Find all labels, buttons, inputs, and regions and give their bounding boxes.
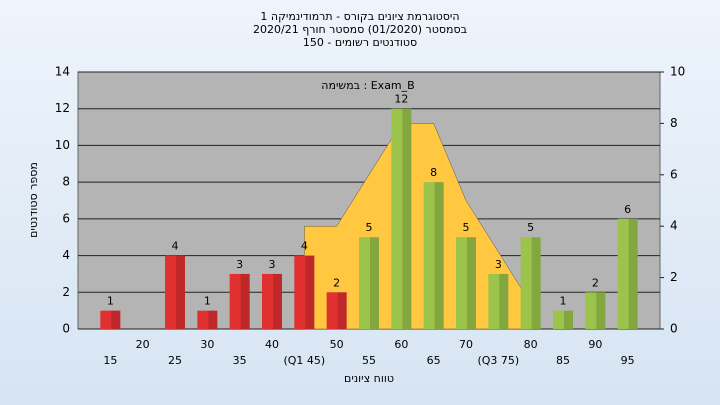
y2-tick-label: 8 (670, 116, 678, 130)
bar-shade (499, 273, 509, 329)
x-tick-label: 35 (233, 354, 247, 367)
data-label: 1 (204, 295, 211, 308)
bar (520, 237, 541, 329)
y2-tick-label: 6 (670, 167, 678, 181)
bar-shade (111, 310, 121, 329)
bar (229, 273, 250, 329)
data-label: 4 (301, 240, 308, 253)
data-label: 12 (394, 93, 408, 106)
bar (391, 108, 412, 329)
data-label: 3 (269, 258, 276, 271)
x-tick-label: 95 (621, 354, 635, 367)
x-tick-label: 40 (265, 338, 279, 351)
bar (553, 310, 573, 329)
data-label: 3 (236, 258, 243, 271)
annotation: במשימה : Exam_B (321, 79, 414, 92)
bar (100, 310, 121, 329)
x-tick-label: 55 (362, 354, 376, 367)
bar (423, 182, 444, 329)
bar-shade (208, 310, 218, 329)
bar (585, 292, 606, 329)
bar-shade (240, 273, 250, 329)
x-tick-label: (Q3 75) (477, 354, 519, 367)
y-tick-label: 8 (62, 175, 70, 189)
bar-shade (273, 273, 282, 329)
data-label: 6 (624, 203, 631, 216)
bar-shade (531, 237, 541, 329)
x-tick-label: 80 (524, 338, 538, 351)
x-tick-label: 50 (330, 338, 344, 351)
bar (197, 310, 218, 329)
y-tick-label: 12 (55, 101, 70, 115)
y-tick-label: 6 (62, 211, 70, 225)
data-label: 5 (527, 221, 534, 234)
data-label: 1 (107, 295, 114, 308)
bar (456, 237, 476, 329)
y2-tick-label: 0 (670, 322, 678, 336)
data-label: 4 (172, 240, 179, 253)
bar (165, 255, 185, 329)
x-tick-label: 15 (103, 354, 117, 367)
y2-tick-label: 2 (670, 270, 678, 284)
y-tick-label: 14 (55, 65, 70, 79)
y-tick-label: 10 (55, 138, 70, 152)
x-tick-label: 85 (556, 354, 570, 367)
y-tick-label: 4 (62, 248, 70, 262)
data-label: 5 (366, 221, 373, 234)
y2-tick-label: 4 (670, 219, 678, 233)
bar (359, 237, 379, 329)
y-axis-label: מספר סטודנטים (27, 162, 40, 238)
x-tick-label: 30 (200, 338, 214, 351)
data-label: 5 (463, 221, 470, 234)
bar (488, 273, 509, 329)
data-label: 8 (430, 166, 437, 179)
x-axis-label: טווח ציונים (344, 372, 394, 385)
y2-tick-label: 10 (670, 65, 685, 79)
bar-shade (370, 237, 379, 329)
bar (294, 255, 315, 329)
x-tick-label: 20 (136, 338, 150, 351)
bar-shade (434, 182, 444, 329)
data-label: 3 (495, 258, 502, 271)
x-tick-label: (Q1 45) (283, 354, 325, 367)
bar-shade (176, 255, 185, 329)
x-tick-label: 65 (427, 354, 441, 367)
bar-shade (628, 218, 638, 329)
y-tick-label: 0 (62, 322, 70, 336)
bar-shade (467, 237, 476, 329)
bar-shade (564, 310, 573, 329)
x-tick-label: 25 (168, 354, 182, 367)
bar (262, 273, 282, 329)
data-label: 1 (560, 295, 567, 308)
bar-shade (305, 255, 315, 329)
data-label: 2 (592, 276, 599, 289)
data-label: 2 (333, 276, 340, 289)
bar (326, 292, 347, 329)
x-tick-label: 70 (459, 338, 473, 351)
x-tick-label: 60 (394, 338, 408, 351)
chart-title: סטודנטים רשומים - 150 (303, 36, 417, 49)
chart-title: היסטוגרמת ציונים בקורס - תרמודינמיקה 1 (260, 10, 459, 23)
y-tick-label: 2 (62, 285, 70, 299)
bar-shade (337, 292, 347, 329)
bar-shade (596, 292, 606, 329)
chart-title: בסמסטר (01/2020) סמסטר חורף 2020/21 (253, 23, 467, 36)
bar (617, 218, 638, 329)
x-tick-label: 90 (588, 338, 602, 351)
bar-shade (402, 108, 412, 329)
